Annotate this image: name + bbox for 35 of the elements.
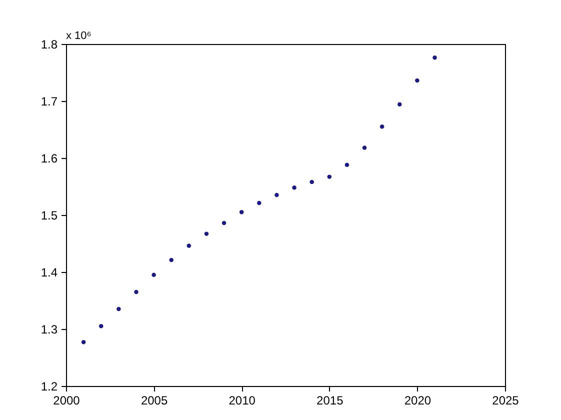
x-tick-label: 2010 bbox=[228, 394, 256, 408]
y-tick-label: 1.7 bbox=[40, 94, 58, 108]
text: x 10⁶ bbox=[66, 30, 92, 42]
point bbox=[344, 162, 350, 167]
point bbox=[152, 272, 156, 277]
y-tick-label: 1.6 bbox=[40, 152, 58, 166]
point bbox=[134, 290, 138, 294]
point bbox=[432, 56, 437, 60]
point bbox=[116, 306, 121, 312]
y-tick-label: 1.2 bbox=[40, 380, 58, 394]
point bbox=[274, 192, 279, 198]
point bbox=[186, 244, 192, 248]
x-tick-label: 2020 bbox=[404, 394, 432, 408]
x-tick-label: 2025 bbox=[492, 394, 520, 408]
point bbox=[327, 174, 332, 179]
point bbox=[222, 220, 226, 226]
point bbox=[362, 146, 367, 150]
point bbox=[257, 200, 262, 206]
point bbox=[99, 324, 104, 328]
y-tick-label: 1.5 bbox=[40, 208, 58, 222]
point bbox=[292, 186, 296, 190]
point bbox=[239, 210, 244, 214]
y-tick-label: 1.3 bbox=[40, 322, 58, 336]
x-tick-label: 2015 bbox=[316, 394, 344, 408]
point bbox=[81, 340, 86, 344]
point bbox=[204, 232, 209, 236]
point bbox=[310, 180, 314, 184]
point bbox=[398, 102, 402, 107]
y-tick-label: 1.8 bbox=[40, 38, 58, 52]
point bbox=[380, 124, 384, 129]
y-tick-label: 1.4 bbox=[40, 266, 58, 280]
point bbox=[415, 78, 420, 83]
point bbox=[169, 258, 174, 262]
x-tick-label: 2005 bbox=[140, 394, 168, 408]
x-tick-label: 2000 bbox=[53, 394, 80, 408]
